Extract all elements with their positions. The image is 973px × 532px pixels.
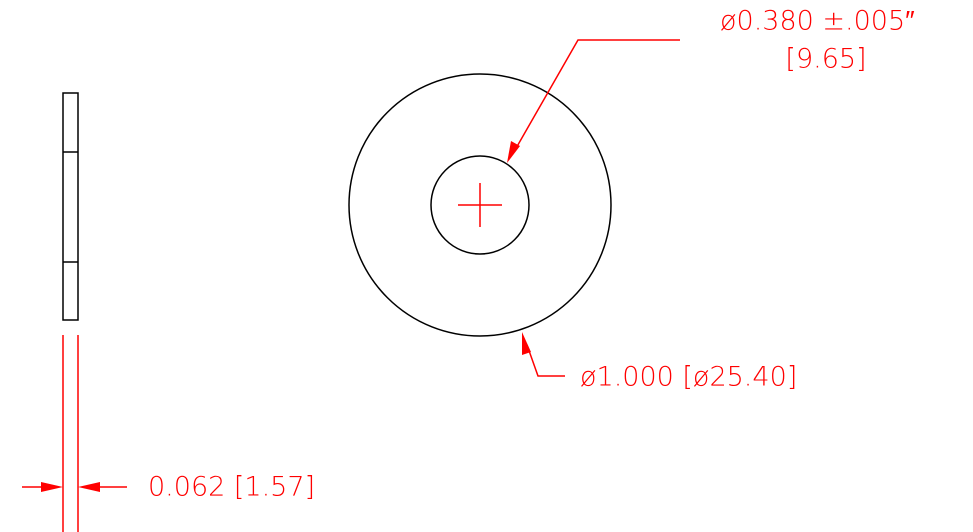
- inner-diameter-metric: [9.65]: [785, 44, 866, 75]
- arrowhead: [41, 482, 63, 492]
- leader-line: [526, 344, 565, 377]
- inner-circle: [430, 155, 530, 255]
- side-view: [62, 92, 79, 321]
- arrowhead: [507, 141, 520, 163]
- arrowhead: [78, 482, 100, 492]
- leader-line: [514, 39, 680, 151]
- arrowhead: [522, 332, 531, 355]
- outer-circle: [348, 73, 612, 337]
- outer-diameter-label: ø1.000 [ø25.40]: [580, 362, 797, 393]
- thickness-label: 0.062 [1.57]: [148, 472, 315, 503]
- inner-diameter-label: ø0.380 ±.005″: [720, 6, 915, 37]
